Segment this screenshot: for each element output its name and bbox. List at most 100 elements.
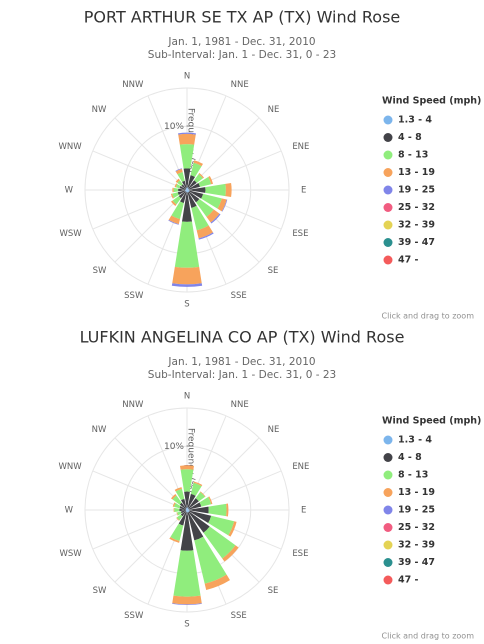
direction-label: SSW	[124, 291, 144, 301]
bar-segment	[185, 188, 187, 190]
direction-label: N	[184, 392, 190, 402]
bar-segment	[175, 168, 183, 175]
direction-label: E	[301, 506, 306, 516]
bar-segment	[188, 191, 200, 203]
bar-segment	[208, 515, 235, 536]
bar-segment	[188, 511, 210, 533]
bar-segment	[194, 536, 227, 584]
legend-marker	[383, 203, 393, 212]
direction-label: NNW	[122, 400, 144, 410]
bar-segment	[179, 506, 186, 510]
bar-segment	[185, 189, 187, 191]
bar-segment	[189, 510, 212, 523]
bar-segment	[176, 514, 183, 521]
direction-label: W	[65, 506, 74, 516]
legend-label: 19 - 25	[398, 185, 435, 196]
bar-segment	[172, 595, 202, 605]
legend-marker	[383, 115, 393, 125]
bar-segment	[172, 266, 202, 285]
bar-segment	[175, 488, 185, 501]
bar-segment	[222, 545, 239, 562]
legend-label: 1.3 - 4	[398, 115, 432, 126]
bar-segment	[187, 507, 189, 510]
legend-label: 39 - 47	[398, 237, 435, 248]
r-tick-label: 10%	[164, 442, 184, 452]
axis-title: Frequency (%)	[186, 428, 196, 493]
bar-segment	[181, 498, 187, 509]
direction-label: WSW	[59, 549, 82, 559]
spoke	[114, 117, 188, 191]
bar-segment	[196, 225, 213, 239]
bar-segment	[187, 510, 190, 513]
bar-segment	[172, 495, 182, 505]
bar-segment	[187, 187, 189, 190]
direction-label: SE	[268, 586, 279, 596]
bar-segment	[179, 508, 186, 512]
chart-subtitle: Jan. 1, 1981 - Dec. 31, 2010	[167, 36, 315, 48]
bar-segment	[187, 189, 189, 190]
bar-segment	[221, 199, 228, 212]
direction-label: SW	[93, 586, 107, 596]
legend-marker	[383, 150, 393, 160]
bar-segment	[173, 507, 175, 513]
bar-segment	[187, 493, 196, 508]
r-tick-label: 10%	[164, 122, 184, 132]
direction-label: NW	[92, 425, 107, 435]
legend-label: 47 -	[398, 255, 419, 266]
legend-label: 32 - 39	[398, 220, 435, 231]
bar-segment	[187, 190, 189, 193]
bar-segment	[177, 511, 182, 516]
bar-segment	[190, 162, 202, 177]
legend-marker	[383, 435, 393, 445]
direction-label: NE	[268, 105, 280, 115]
bar-segment	[187, 508, 189, 510]
zoom-hint: Click and drag to zoom	[382, 632, 475, 641]
bar-segment	[180, 510, 187, 517]
bar-segment	[180, 510, 186, 514]
bar-segment	[174, 183, 178, 188]
bar-segment	[171, 201, 184, 220]
direction-label: ENE	[292, 462, 309, 472]
legend-title: Wind Speed (mph)	[382, 96, 481, 107]
bar-segment	[182, 192, 192, 222]
bar-segment	[185, 510, 187, 511]
bar-segment	[186, 507, 188, 510]
legend-label: 19 - 25	[398, 505, 435, 516]
bar-segment	[191, 205, 209, 231]
bar-segment	[186, 510, 188, 513]
bar-segment	[187, 509, 189, 510]
direction-label: NE	[268, 425, 280, 435]
bar-segment	[172, 603, 202, 605]
legend-marker	[383, 488, 393, 497]
zoom-hint: Click and drag to zoom	[382, 312, 475, 321]
bar-segment	[171, 283, 203, 287]
legend-label: 13 - 19	[398, 487, 435, 498]
legend-label: 39 - 47	[398, 557, 435, 568]
bar-segment	[179, 144, 195, 169]
direction-label: S	[184, 300, 189, 310]
legend-label: 8 - 13	[398, 150, 428, 161]
bar-segment	[195, 491, 206, 502]
legend-marker	[383, 220, 393, 230]
bar-segment	[186, 190, 188, 193]
bar-segment	[177, 190, 186, 195]
bar-segment	[188, 180, 197, 189]
bar-segment	[177, 180, 183, 186]
direction-label: ESE	[292, 229, 308, 239]
bar-segment	[187, 510, 189, 513]
bar-segment	[173, 550, 201, 597]
bar-segment	[187, 509, 190, 511]
chart-title: LUFKIN ANGELINA CO AP (TX) Wind Rose	[80, 328, 405, 347]
bar-segment	[185, 190, 187, 191]
bar-segment	[172, 195, 182, 205]
direction-label: WNW	[59, 462, 83, 472]
bar-segment	[178, 191, 186, 199]
chart-title: PORT ARTHUR SE TX AP (TX) Wind Rose	[84, 8, 401, 27]
direction-label: SSE	[231, 291, 247, 301]
legend-label: 32 - 39	[398, 540, 435, 551]
direction-label: E	[301, 186, 306, 196]
bar-segment	[183, 168, 191, 188]
bar-segment	[195, 198, 214, 217]
legend-marker	[383, 238, 393, 247]
bar-segment	[198, 172, 205, 179]
